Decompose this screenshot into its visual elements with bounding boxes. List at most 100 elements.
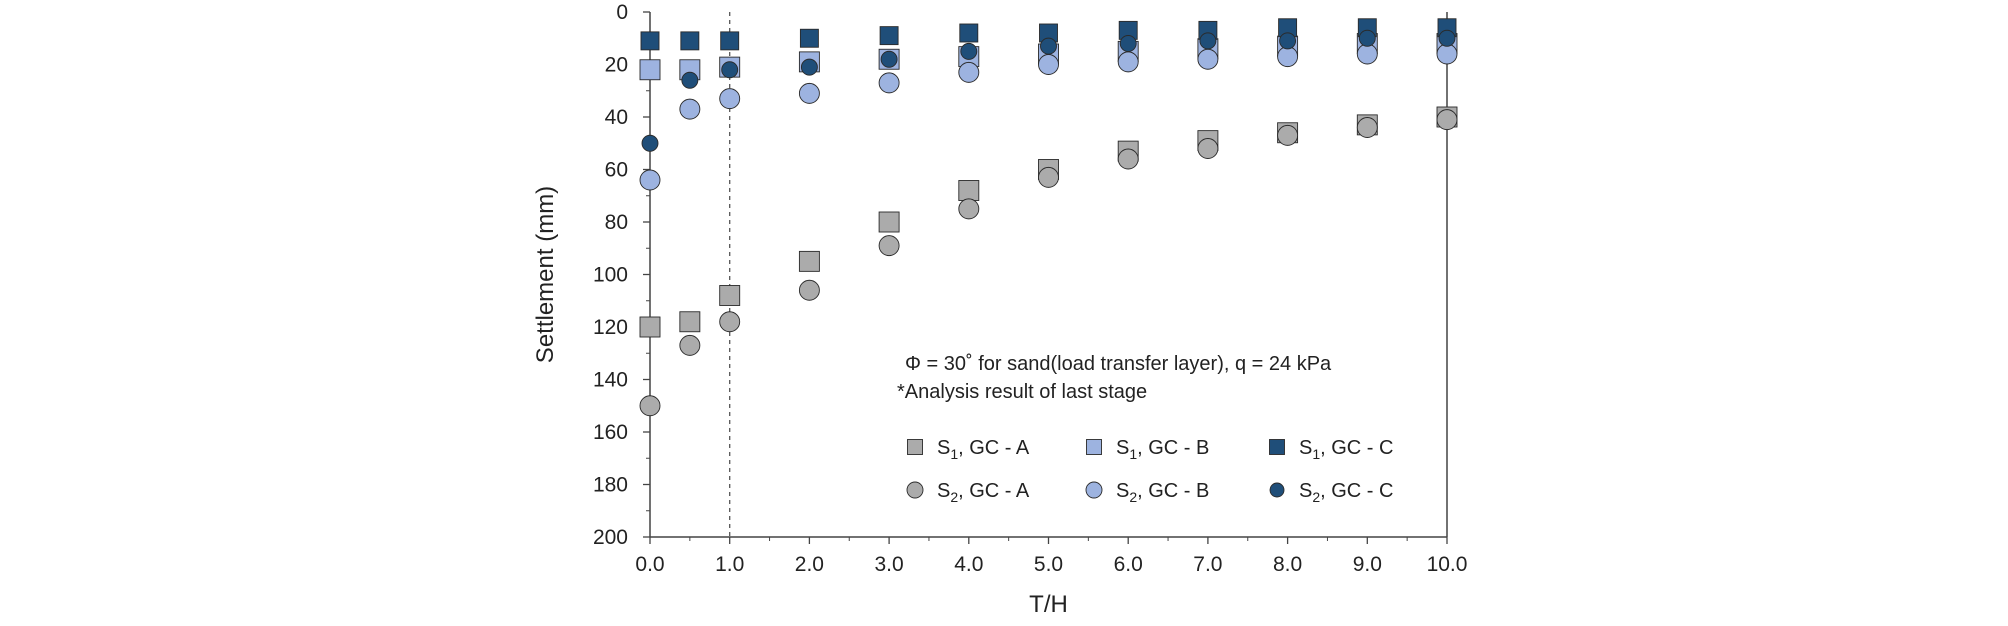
data-point [639,169,661,191]
annotation-conditions: Φ = 30˚ for sand(load transfer layer), q… [905,353,1332,375]
x-tick-label: 4.0 [954,553,983,576]
legend-marker [1269,439,1285,455]
x-tick-label: 9.0 [1353,553,1382,576]
legend: S1, GC - A S1, GC - B S1, GC - C S2, GC - A… [906,437,1393,505]
x-tick-label: 7.0 [1193,553,1222,576]
data-point [878,211,900,233]
data-point [639,59,661,81]
y-tick-label: 80 [605,211,628,234]
data-point [958,180,980,201]
data-point [680,31,700,51]
y-tick-label: 200 [593,526,628,549]
data-point [1277,46,1299,68]
data-marks [639,18,1458,417]
y-tick-label: 0 [616,1,628,24]
data-point [798,250,820,272]
legend-label: S2, GC - C [1299,480,1393,505]
legend-label: S1, GC - C [1299,437,1393,462]
y-tick-label: 40 [605,106,628,129]
legend-marker [1269,482,1285,498]
data-point [1436,109,1458,131]
legend-label: S2, GC - A [937,480,1030,505]
legend-entry: S1, GC - C [1269,437,1393,462]
data-point [1356,43,1378,65]
x-tick-label: 0.0 [635,553,664,576]
legend-marker [906,481,924,499]
series-square-0 [639,106,1458,338]
y-tick-label: 160 [593,421,628,444]
y-tick-label: 180 [593,474,628,497]
data-point [1197,138,1219,159]
x-tick-label: 6.0 [1114,553,1143,576]
data-point [959,23,979,43]
data-point [1358,29,1376,47]
data-point [1197,48,1219,70]
data-point [720,31,740,51]
axes: 0 20 40 60 80 100 120 140 160 180 200 0.0 1.0 2.0 3.0 4… [593,1,1467,576]
series-circle-3 [639,109,1458,417]
data-point [958,198,980,220]
data-point [878,235,900,257]
data-point [640,31,660,51]
legend-marker [907,439,923,455]
x-tick-label: 3.0 [874,553,903,576]
x-tick-label: 8.0 [1273,553,1302,576]
data-point [679,311,701,333]
data-point [679,98,701,120]
data-point [1117,51,1139,73]
data-point [798,82,820,104]
data-point [1040,37,1057,55]
data-point [960,42,978,60]
data-point [719,285,741,306]
data-point [721,61,739,79]
data-point [799,28,819,48]
data-point [878,72,900,94]
legend-label: S2, GC - B [1116,480,1209,505]
x-tick-label: 10.0 [1427,553,1468,576]
y-axis-title: Settlement (mm) [532,186,559,363]
y-tick-label: 100 [593,264,628,287]
data-point [639,395,661,417]
legend-entry: S2, GC - B [1085,480,1209,505]
data-point [641,134,659,152]
data-point [1277,124,1299,146]
data-point [1199,32,1217,50]
legend-entry: S2, GC - C [1269,480,1393,505]
y-tick-label: 120 [593,316,628,339]
data-point [958,61,980,83]
x-tick-label: 1.0 [715,553,744,576]
y-tick-label: 140 [593,369,628,392]
x-tick-label: 5.0 [1034,553,1063,576]
series-circle-5 [641,29,1456,152]
data-point [879,26,899,46]
data-point [1117,148,1139,170]
legend-entry: S1, GC - A [907,437,1030,462]
legend-entry: S1, GC - B [1086,437,1209,462]
data-point [880,50,898,68]
data-point [719,311,741,333]
y-tick-label: 20 [605,54,628,77]
data-point [681,71,699,89]
data-point [679,334,701,356]
data-point [1279,32,1297,50]
legend-marker [1085,481,1103,499]
data-point [1438,29,1456,47]
data-point [1038,166,1059,188]
data-point [719,88,741,110]
annotation-note: *Analysis result of last stage [897,381,1147,403]
legend-marker [1086,439,1102,455]
legend-label: S1, GC - B [1116,437,1209,462]
y-tick-label: 60 [605,159,628,182]
data-point [639,316,661,338]
x-tick-label: 2.0 [795,553,824,576]
data-point [1356,117,1378,138]
x-axis-title: T/H [1029,591,1068,618]
data-point [800,58,818,76]
legend-label: S1, GC - A [937,437,1030,462]
data-point [1038,54,1059,75]
legend-entry: S2, GC - A [906,480,1030,505]
data-point [798,279,820,301]
data-point [1119,35,1137,52]
data-point [1436,43,1458,65]
